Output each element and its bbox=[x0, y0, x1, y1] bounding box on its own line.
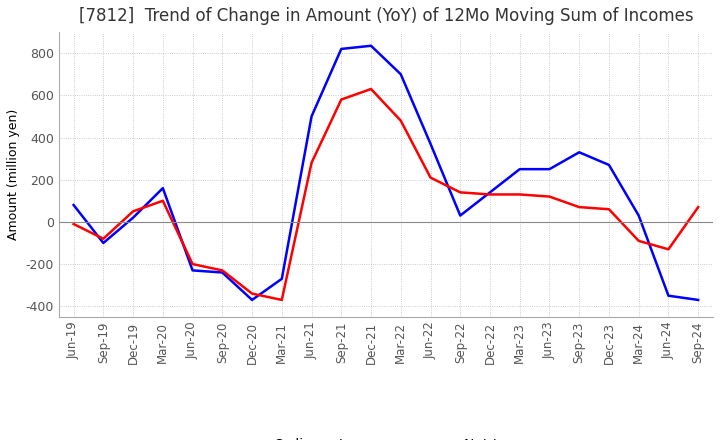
Net Income bbox=[69, 221, 78, 227]
Ordinary Income bbox=[694, 297, 703, 303]
Legend: Ordinary Income, Net Income: Ordinary Income, Net Income bbox=[223, 433, 549, 440]
Net Income bbox=[545, 194, 554, 199]
Net Income bbox=[277, 297, 286, 303]
Title: [7812]  Trend of Change in Amount (YoY) of 12Mo Moving Sum of Incomes: [7812] Trend of Change in Amount (YoY) o… bbox=[78, 7, 693, 25]
Ordinary Income bbox=[575, 150, 583, 155]
Ordinary Income bbox=[605, 162, 613, 168]
Ordinary Income bbox=[366, 43, 375, 48]
Net Income bbox=[248, 291, 256, 296]
Ordinary Income bbox=[277, 276, 286, 282]
Net Income bbox=[158, 198, 167, 203]
Net Income bbox=[218, 268, 227, 273]
Line: Ordinary Income: Ordinary Income bbox=[73, 46, 698, 300]
Net Income bbox=[486, 192, 495, 197]
Ordinary Income bbox=[158, 186, 167, 191]
Line: Net Income: Net Income bbox=[73, 89, 698, 300]
Ordinary Income bbox=[426, 141, 435, 147]
Net Income bbox=[694, 205, 703, 210]
Net Income bbox=[397, 118, 405, 123]
Ordinary Income bbox=[397, 72, 405, 77]
Ordinary Income bbox=[307, 114, 316, 119]
Ordinary Income bbox=[69, 202, 78, 208]
Ordinary Income bbox=[99, 240, 108, 246]
Ordinary Income bbox=[218, 270, 227, 275]
Ordinary Income bbox=[545, 166, 554, 172]
Ordinary Income bbox=[634, 213, 643, 218]
Ordinary Income bbox=[337, 46, 346, 51]
Net Income bbox=[664, 247, 672, 252]
Net Income bbox=[307, 160, 316, 165]
Ordinary Income bbox=[456, 213, 464, 218]
Net Income bbox=[129, 209, 138, 214]
Ordinary Income bbox=[248, 297, 256, 303]
Ordinary Income bbox=[486, 190, 495, 195]
Net Income bbox=[516, 192, 524, 197]
Net Income bbox=[188, 261, 197, 267]
Ordinary Income bbox=[664, 293, 672, 298]
Net Income bbox=[456, 190, 464, 195]
Ordinary Income bbox=[129, 215, 138, 220]
Ordinary Income bbox=[516, 166, 524, 172]
Net Income bbox=[605, 207, 613, 212]
Y-axis label: Amount (million yen): Amount (million yen) bbox=[7, 109, 20, 240]
Net Income bbox=[366, 86, 375, 92]
Ordinary Income bbox=[188, 268, 197, 273]
Net Income bbox=[337, 97, 346, 102]
Net Income bbox=[99, 236, 108, 242]
Net Income bbox=[426, 175, 435, 180]
Net Income bbox=[575, 205, 583, 210]
Net Income bbox=[634, 238, 643, 243]
